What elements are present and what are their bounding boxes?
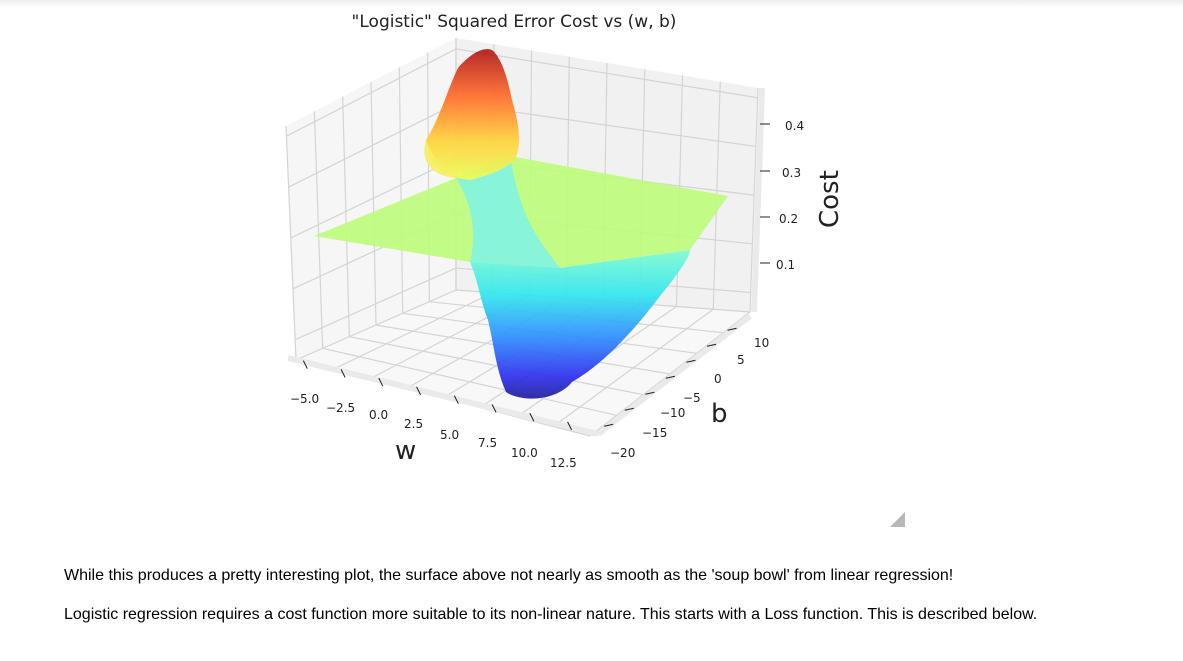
grid-line — [398, 67, 404, 314]
grid-line — [290, 157, 457, 239]
tick-mark — [416, 386, 422, 396]
valley — [470, 250, 690, 399]
grid-line — [322, 347, 617, 416]
cost-tick-label: 0.4 — [785, 119, 804, 133]
b-axis-line — [596, 313, 752, 437]
tick-marks — [302, 123, 770, 431]
w-axis-label: w — [395, 436, 416, 466]
tick-mark — [340, 369, 346, 378]
tick-mark — [529, 412, 535, 422]
cost-tick-label: 0.1 — [776, 258, 795, 272]
b-tick-label: −10 — [660, 406, 685, 420]
tick-mark — [624, 407, 634, 411]
grid-line — [370, 81, 377, 326]
w-tick-label: 0.0 — [369, 408, 388, 422]
cost-tick-label: 0.3 — [782, 166, 801, 180]
output-top-shade — [0, 0, 1183, 8]
tick-mark — [645, 391, 655, 395]
b-axis-label: b — [711, 399, 728, 429]
cost-surface-figure: −5.0 −2.5 0.0 2.5 5.0 7.5 10.0 12.5 −20 … — [285, 12, 905, 527]
w-tick-label: 5.0 — [440, 428, 459, 442]
grid-line — [349, 336, 644, 396]
tick-mark — [706, 343, 717, 347]
grid-line — [313, 111, 324, 349]
tick-mark — [302, 360, 308, 369]
w-tick-label: 2.5 — [404, 417, 423, 431]
b-tick-label: 10 — [754, 336, 769, 350]
b-tick-label: 0 — [714, 372, 722, 386]
tick-mark — [665, 375, 675, 379]
grid-line — [427, 52, 430, 302]
b-tick-labels: −20 −15 −10 −5 0 5 10 — [610, 336, 769, 460]
b-tick-label: −20 — [610, 446, 635, 460]
w-axis-line — [287, 355, 599, 437]
axis-edges — [287, 87, 765, 437]
cost-axis-line — [751, 87, 765, 313]
w-tick-label: 7.5 — [478, 436, 497, 450]
surface-plot-svg: −5.0 −2.5 0.0 2.5 5.0 7.5 10.0 12.5 −20 … — [285, 12, 845, 470]
chart-title: "Logistic" Squared Error Cost vs (w, b) — [352, 12, 677, 32]
grid-line — [288, 103, 457, 188]
tick-mark — [378, 377, 384, 387]
tick-mark — [686, 359, 696, 363]
cost-tick-label: 0.2 — [779, 212, 798, 226]
cost-tick-labels: 0.1 0.2 0.3 0.4 — [776, 119, 804, 272]
cost-axis-label: Cost — [815, 170, 845, 228]
w-tick-label: 12.5 — [550, 456, 577, 470]
tick-mark — [491, 404, 497, 413]
cost-surface — [314, 49, 728, 399]
tick-mark — [727, 327, 737, 331]
markdown-cell: While this produces a pretty interesting… — [64, 566, 1174, 644]
grid-line — [749, 87, 759, 313]
grid-line — [294, 267, 457, 341]
figure-resize-handle[interactable] — [890, 512, 905, 527]
tick-mark — [453, 395, 459, 404]
tick-mark — [604, 423, 614, 427]
markdown-paragraph: While this produces a pretty interesting… — [64, 567, 954, 584]
valley-top — [456, 156, 560, 268]
peak-left-slope — [424, 140, 470, 180]
grid-line — [342, 96, 350, 337]
tick-mark — [567, 421, 573, 431]
grid-line — [455, 48, 758, 99]
w-tick-labels: −5.0 −2.5 0.0 2.5 5.0 7.5 10.0 12.5 — [290, 392, 577, 470]
peak — [426, 49, 519, 180]
w-tick-label: −2.5 — [326, 401, 355, 415]
grid-line — [285, 125, 297, 361]
b-tick-label: 5 — [737, 353, 745, 367]
w-tick-label: 10.0 — [511, 446, 538, 460]
b-tick-label: −5 — [683, 391, 701, 405]
markdown-paragraph: Logistic regression requires a cost func… — [64, 606, 1038, 623]
w-tick-label: −5.0 — [290, 392, 319, 406]
grid-line — [286, 48, 457, 137]
b-tick-label: −15 — [642, 426, 667, 440]
